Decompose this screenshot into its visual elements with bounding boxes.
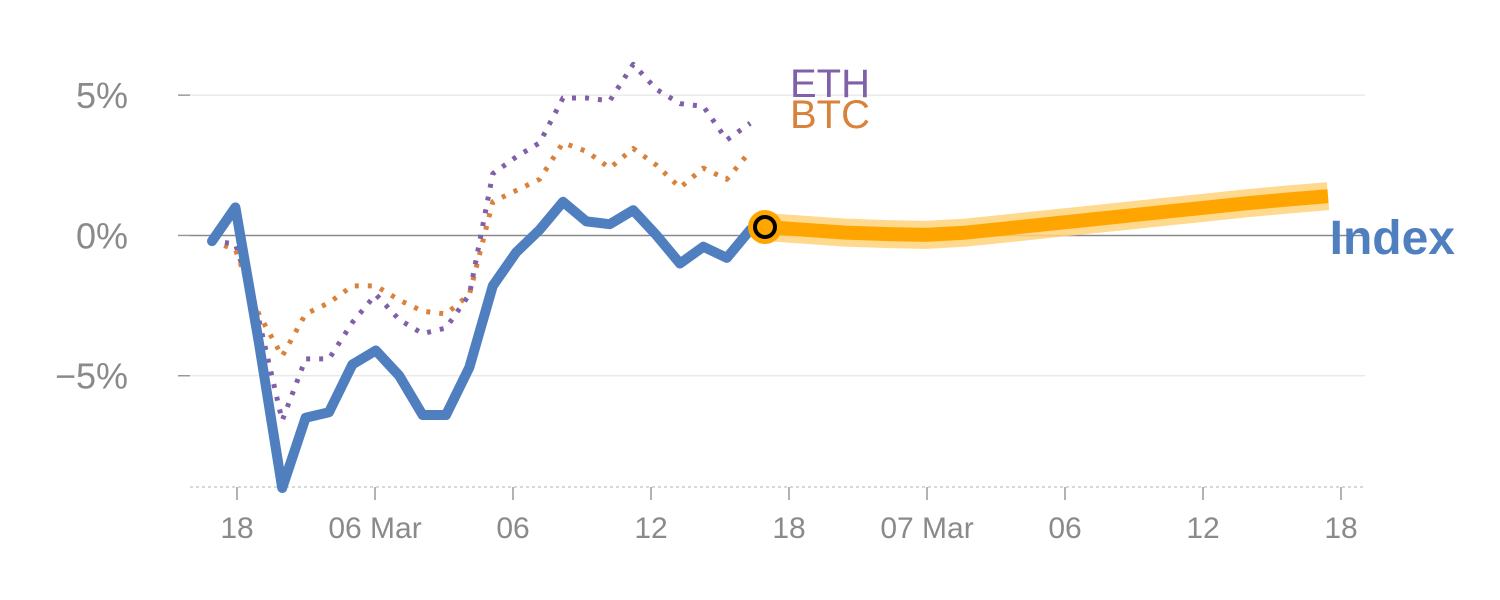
x-tick-label: 06 Mar bbox=[328, 512, 421, 545]
current-marker-ring bbox=[753, 215, 777, 240]
y-tick-label: 5% bbox=[76, 75, 128, 116]
x-tick-label: 18 bbox=[220, 512, 253, 545]
y-tick-label: −5% bbox=[55, 356, 128, 397]
x-tick-label: 18 bbox=[1324, 512, 1357, 545]
x-tick-label: 18 bbox=[772, 512, 805, 545]
series-line-eth bbox=[211, 61, 752, 424]
series-layer bbox=[207, 61, 1330, 493]
x-tick-label: 12 bbox=[1186, 512, 1219, 545]
series-label-index: Index bbox=[1330, 212, 1456, 265]
axis-layer: 5% 0% −5% 18 06 Mar 06 12 18 07 Mar 06 12 18 bbox=[55, 75, 1365, 545]
series-label-btc: BTC bbox=[790, 93, 870, 137]
x-tick-label: 12 bbox=[634, 512, 667, 545]
forecast-line bbox=[764, 189, 1329, 242]
series-line-index bbox=[207, 196, 756, 493]
y-tick-label: 0% bbox=[76, 215, 128, 256]
x-tick-label: 06 bbox=[496, 512, 529, 545]
x-tick-label: 06 bbox=[1048, 512, 1081, 545]
series-label-eth: ETH bbox=[790, 62, 870, 106]
x-tick-label: 07 Mar bbox=[880, 512, 973, 545]
